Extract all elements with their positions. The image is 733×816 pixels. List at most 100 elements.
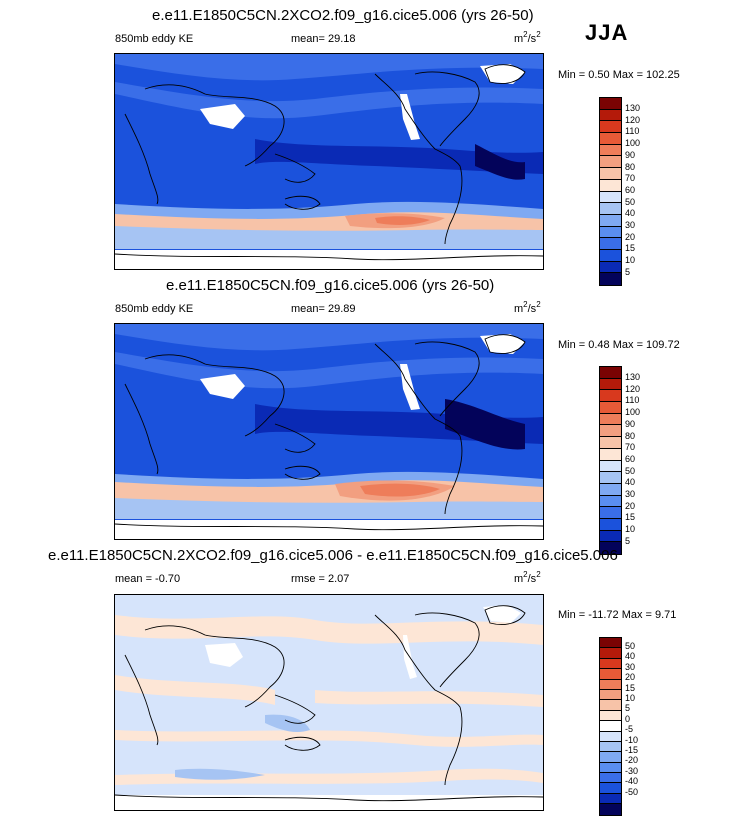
colorbar-swatch — [600, 261, 621, 274]
colorbar-swatch — [600, 773, 621, 784]
panel1-map — [114, 53, 544, 270]
colorbar-tick-label: 130 — [625, 372, 641, 382]
colorbar-swatch — [600, 109, 621, 122]
colorbar-swatch — [600, 731, 621, 742]
colorbar-tick-label: 60 — [625, 184, 636, 195]
colorbar-tick-label: 20 — [625, 672, 636, 683]
panel3-map — [114, 594, 544, 811]
colorbar-swatch — [600, 721, 621, 732]
colorbar-tick-label: 15 — [625, 243, 636, 254]
colorbar-swatch — [600, 214, 621, 227]
season-label: JJA — [585, 20, 629, 45]
colorbar-swatch — [600, 507, 621, 519]
colorbar-swatch — [600, 472, 621, 484]
colorbar-swatch — [600, 273, 621, 285]
colorbar-swatch — [600, 402, 621, 414]
colorbar-swatch — [600, 752, 621, 763]
colorbar-swatch — [600, 542, 621, 554]
colorbar-swatch — [600, 121, 621, 134]
colorbar-tick-label: 100 — [625, 138, 641, 149]
colorbar-tick-label: 100 — [625, 407, 641, 418]
panel1-field — [115, 54, 543, 269]
colorbar-swatch — [600, 762, 621, 774]
colorbar-tick-label: -20 — [625, 755, 639, 766]
panel2-map — [114, 323, 544, 540]
panel3-units: m2/s2 — [514, 570, 541, 585]
colorbar-tick-label: 10 — [625, 255, 636, 266]
colorbar-swatch — [600, 191, 621, 204]
colorbar-swatch — [600, 367, 621, 379]
panel3-rmse: rmse = 2.07 — [291, 573, 350, 585]
colorbar-tick-label: -15 — [625, 745, 639, 755]
colorbar-tick-label: 30 — [625, 489, 636, 499]
colorbar-tick-label: 40 — [625, 477, 636, 488]
colorbar-swatch — [600, 425, 621, 438]
colorbar-swatch — [600, 648, 621, 659]
colorbar-tick-label: 15 — [625, 682, 636, 693]
panel1-title: e.e11.E1850C5CN.2XCO2.f09_g16.cice5.006 … — [152, 7, 534, 24]
colorbar-tick-label: 80 — [625, 161, 636, 172]
colorbar-swatch — [600, 804, 621, 815]
colorbar-swatch — [600, 741, 621, 753]
panel2-field — [115, 324, 543, 539]
panel2-units: m2/s2 — [514, 300, 541, 315]
colorbar-swatch — [600, 679, 621, 690]
colorbar-tick-label: 90 — [625, 418, 636, 429]
colorbar-swatch — [600, 669, 621, 680]
colorbar-tick-label: 110 — [625, 395, 640, 406]
colorbar-swatch — [600, 390, 621, 403]
colorbar-tick-label: 50 — [625, 465, 636, 476]
colorbar-tick-label: 60 — [625, 453, 636, 464]
colorbar-tick-label: 120 — [625, 114, 641, 125]
colorbar-tick-label: 70 — [625, 173, 636, 184]
panel1-minmax: Min = 0.50 Max = 102.25 — [558, 69, 680, 81]
colorbar-swatch — [600, 700, 621, 711]
colorbar-tick-label: 20 — [625, 500, 636, 511]
colorbar-tick-label: -5 — [625, 724, 634, 735]
panel2-variable-label: 850mb eddy KE — [115, 303, 194, 315]
colorbar-tick-label: -50 — [625, 786, 639, 797]
colorbar-tick-label: 90 — [625, 149, 636, 160]
colorbar-swatch — [600, 133, 621, 145]
colorbar-swatch — [600, 689, 621, 701]
panel1-variable-label: 850mb eddy KE — [115, 33, 194, 45]
colorbar-swatch — [600, 495, 621, 508]
colorbar-swatch — [600, 144, 621, 157]
colorbar-tick-label: 5 — [625, 266, 631, 277]
panel2-mean: mean= 29.89 — [291, 303, 356, 315]
colorbar-swatch — [600, 793, 621, 805]
colorbar-tick-label: 50 — [625, 641, 636, 651]
colorbar-swatch — [600, 226, 621, 239]
colorbar-swatch — [600, 448, 621, 461]
panel1-units: m2/s2 — [514, 30, 541, 45]
colorbar-swatch — [600, 203, 621, 215]
colorbar-swatch — [600, 518, 621, 531]
colorbar-tick-label: 50 — [625, 196, 636, 207]
colorbar-swatch — [600, 168, 621, 180]
colorbar-tick-label: 40 — [625, 651, 636, 662]
panel3-minmax: Min = -11.72 Max = 9.71 — [558, 609, 677, 621]
panel1-colorbar — [599, 97, 622, 286]
colorbar-swatch — [600, 710, 621, 722]
colorbar-swatch — [600, 530, 621, 543]
colorbar-tick-label: 20 — [625, 231, 636, 242]
colorbar-swatch — [600, 783, 621, 794]
colorbar-swatch — [600, 98, 621, 110]
colorbar-swatch — [600, 378, 621, 391]
colorbar-tick-label: 5 — [625, 535, 631, 546]
colorbar-tick-label: 30 — [625, 661, 636, 672]
colorbar-tick-label: 15 — [625, 512, 636, 523]
colorbar-tick-label: 10 — [625, 693, 636, 703]
colorbar-tick-label: 130 — [625, 103, 641, 113]
colorbar-tick-label: 30 — [625, 220, 636, 230]
colorbar-swatch — [600, 179, 621, 192]
colorbar-tick-label: 80 — [625, 430, 636, 441]
colorbar-swatch — [600, 638, 621, 649]
panel3-colorbar — [599, 637, 622, 816]
colorbar-tick-label: 40 — [625, 208, 636, 219]
panel2-title: e.e11.E1850C5CN.f09_g16.cice5.006 (yrs 2… — [166, 277, 495, 294]
colorbar-tick-label: 0 — [625, 713, 631, 724]
panel3-title: e.e11.E1850C5CN.2XCO2.f09_g16.cice5.006 … — [48, 547, 618, 564]
colorbar-swatch — [600, 460, 621, 473]
colorbar-tick-label: 10 — [625, 524, 636, 535]
